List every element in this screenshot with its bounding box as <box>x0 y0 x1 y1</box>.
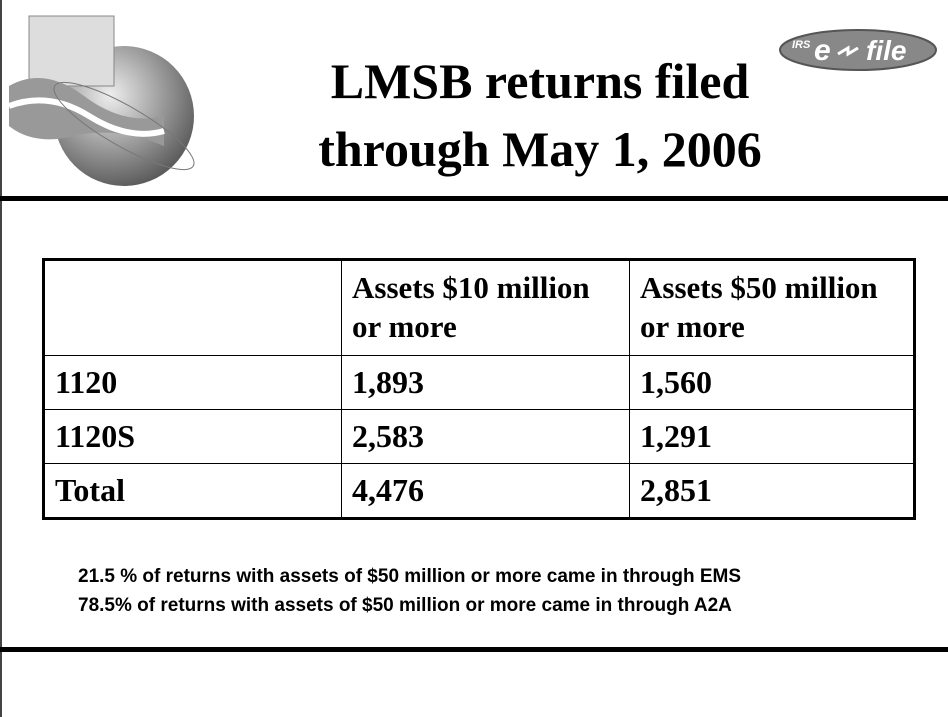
logo-prefix: IRS <box>792 39 811 51</box>
cell: Total <box>43 463 342 519</box>
header-row: Assets $10 million or more Assets $50 mi… <box>43 259 915 356</box>
data-table: Assets $10 million or more Assets $50 mi… <box>42 258 916 520</box>
row: Total 4,476 2,851 <box>43 463 915 519</box>
logo-letter: e <box>814 34 831 67</box>
cell: 2,583 <box>341 409 630 464</box>
cell: 4,476 <box>341 463 630 519</box>
cell: 1,560 <box>629 355 915 410</box>
cell: 1,893 <box>341 355 630 410</box>
cell: 1,291 <box>629 409 915 464</box>
column-header: Assets $10 million or more <box>341 259 630 356</box>
row: 1120 1,893 1,560 <box>43 355 915 410</box>
title: LMSB returns filed <box>330 53 750 109</box>
divider <box>0 196 948 201</box>
note: 78.5% of returns with assets of $50 mill… <box>78 595 732 616</box>
globe-graphic <box>7 15 195 186</box>
row: 1120S 2,583 1,291 <box>43 409 915 464</box>
note: 21.5 % of returns with assets of $50 mil… <box>78 566 742 587</box>
logo-word: file <box>866 35 906 66</box>
column-header: Assets $50 million or more <box>629 259 915 356</box>
cell: 1120S <box>43 409 342 464</box>
column-header <box>43 259 342 356</box>
cell: 1120 <box>43 355 342 410</box>
divider <box>0 647 948 652</box>
efile-logo: IRS e file <box>779 29 937 71</box>
title: through May 1, 2006 <box>318 121 762 177</box>
left-edge <box>0 0 2 717</box>
cell: 2,851 <box>629 463 915 519</box>
